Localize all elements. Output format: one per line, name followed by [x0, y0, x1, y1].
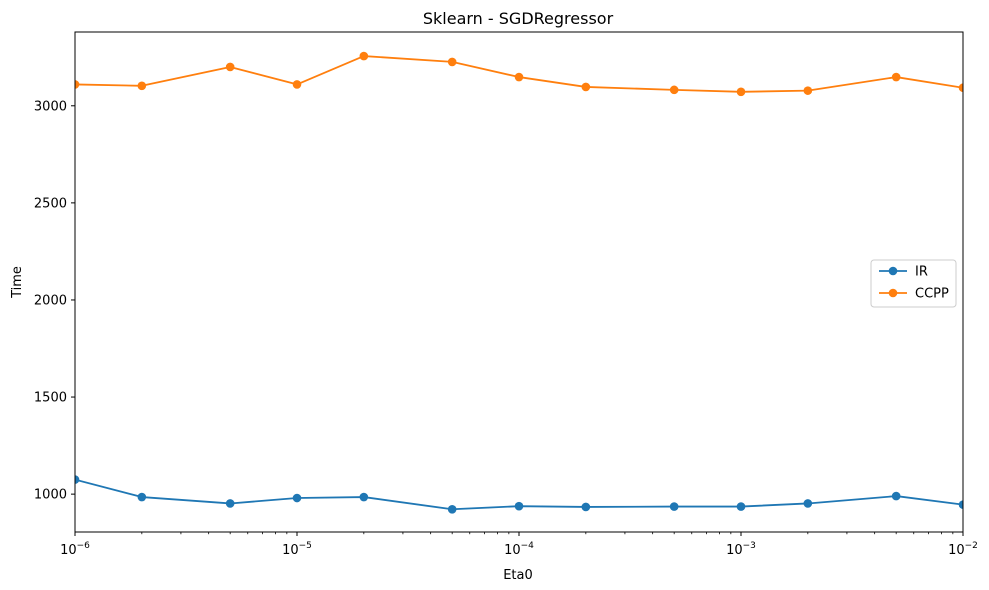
data-point-ccpp: [75, 80, 80, 89]
series-group: [75, 51, 963, 514]
data-point-ccpp: [359, 51, 369, 61]
legend-label-ir: IR: [915, 265, 928, 280]
x-tick-label: 10−3: [726, 541, 756, 558]
data-point-ccpp: [958, 83, 963, 93]
x-tick-label: 10−4: [504, 541, 534, 558]
data-point-ir: [958, 500, 963, 509]
data-point-ir: [359, 492, 369, 502]
plot-area: [74, 31, 964, 533]
data-point-ccpp: [137, 81, 147, 91]
data-point-ir: [225, 499, 235, 508]
legend-label-ccpp: CCPP: [915, 287, 949, 302]
data-point-ccpp: [669, 85, 679, 95]
data-point-ccpp: [891, 72, 901, 82]
x-axis-ticks: 10−6 10−5 10−4 10−3 10−2: [60, 532, 978, 558]
legend-marker-ir: [888, 266, 898, 276]
y-tick-label: 2500: [34, 196, 67, 211]
data-point-ir: [514, 501, 524, 511]
x-tick-label: 10−2: [948, 541, 978, 558]
y-tick-label: 2000: [34, 293, 67, 308]
data-point-ir: [447, 504, 457, 514]
x-tick-label: 10−6: [60, 541, 90, 558]
data-point-ccpp: [225, 62, 235, 72]
data-point-ccpp: [447, 57, 457, 67]
legend: IR CCPP: [870, 259, 957, 308]
data-point-ccpp: [803, 86, 813, 95]
plot-background: [75, 32, 963, 532]
data-point-ir: [137, 492, 147, 502]
data-point-ccpp: [514, 72, 524, 82]
y-tick-label: 3000: [34, 99, 67, 114]
data-point-ir: [736, 502, 746, 511]
data-point-ir: [891, 491, 901, 501]
data-point-ccpp: [581, 82, 591, 92]
legend-marker-ccpp: [888, 288, 898, 298]
data-point-ir: [292, 493, 302, 503]
data-point-ir: [669, 502, 679, 511]
data-point-ir: [803, 499, 813, 508]
y-tick-label: 1500: [34, 391, 67, 406]
data-point-ccpp: [736, 87, 746, 97]
y-axis-ticks: 1000 1500 2000 2500 3000: [34, 99, 75, 503]
x-tick-label: 10−5: [282, 541, 312, 558]
data-point-ir: [581, 502, 591, 512]
x-axis-label: Eta0: [503, 568, 533, 583]
chart-title: Sklearn - SGDRegressor: [423, 9, 614, 28]
y-tick-label: 1000: [34, 488, 67, 503]
data-point-ir: [75, 475, 80, 484]
y-axis-label: Time: [10, 266, 25, 299]
data-point-ccpp: [292, 80, 302, 89]
